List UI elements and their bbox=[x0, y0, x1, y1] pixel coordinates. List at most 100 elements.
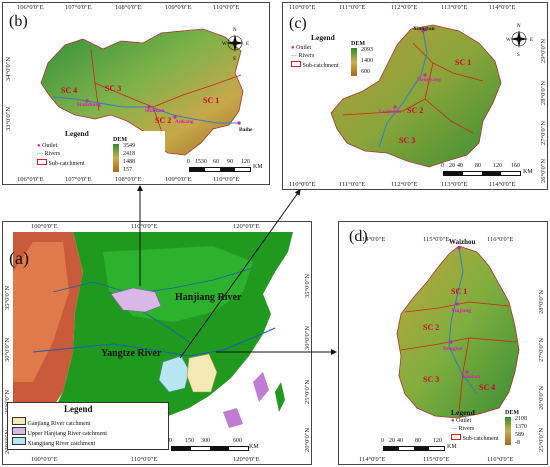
b-site-ankang: Ankang bbox=[175, 119, 194, 125]
c-compass-n: N bbox=[517, 24, 521, 29]
a-legend: Legend Ganjiang River catchment Upper Ha… bbox=[7, 402, 169, 450]
d-sc2: SC 2 bbox=[423, 323, 439, 332]
b-catchment-shape bbox=[40, 28, 244, 156]
c-site-hengyang: Hengyang bbox=[417, 77, 441, 83]
b-lon-tick: 110°0'0"E bbox=[213, 4, 240, 11]
b-compass-s: S bbox=[233, 57, 236, 62]
b-catchment-svg: SC 4 SC 3 SC 1 SC 2 Hanzhong Shiquan Ank… bbox=[40, 28, 253, 156]
panel-d-label: (d) bbox=[349, 228, 368, 245]
panel-c-label: (c) bbox=[289, 15, 307, 32]
c-lon-tick: 113°0'0"E bbox=[441, 181, 468, 188]
c-lon-tick: 113°0'0"E bbox=[441, 4, 468, 11]
d-dem-value: -8 bbox=[515, 440, 520, 446]
a-lat-tick: 35°0'0"N bbox=[4, 285, 11, 310]
d-dem-value: 1370 bbox=[515, 424, 527, 430]
c-sc3: SC 3 bbox=[399, 136, 415, 145]
a-lon-tick: 120°0'0"E bbox=[233, 456, 260, 463]
d-lon-tick: 114°0'0"E bbox=[359, 236, 386, 243]
c-lon-tick: 111°0'0"E bbox=[339, 4, 366, 11]
b-legend-sub: Sub-catchment bbox=[37, 159, 85, 167]
panel-a-label: (a) bbox=[9, 248, 29, 268]
c-dem-value: 600 bbox=[361, 69, 370, 75]
a-legend-xiangjiang: Xiangjiang River catchment bbox=[12, 437, 95, 447]
c-lon-tick: 112°0'0"E bbox=[391, 181, 418, 188]
c-compass bbox=[510, 30, 528, 48]
b-lon-tick: 108°0'0"E bbox=[115, 4, 142, 11]
c-legend-title: Legend bbox=[311, 33, 335, 42]
b-dem-ramp bbox=[113, 144, 119, 172]
a-lat-tick: 30°0'0"N bbox=[304, 325, 311, 350]
b-legend-outlet: ● Outlet bbox=[37, 143, 58, 149]
d-lon-tick: 115°0'0"E bbox=[423, 456, 450, 463]
a-lat-tick: 30°0'0"N bbox=[4, 337, 11, 362]
c-dem-value: 1400 bbox=[361, 58, 373, 64]
d-dem-value: 589 bbox=[515, 432, 524, 438]
b-site-shiquan: Shiquan bbox=[145, 108, 165, 114]
c-lon-tick: 110°0'0"E bbox=[289, 181, 316, 188]
a-lon-tick: 120°0'0"E bbox=[233, 223, 260, 230]
d-sc3: SC 3 bbox=[423, 375, 439, 384]
c-legend-sub: Sub-catchment bbox=[291, 61, 339, 69]
b-lon-tick: 107°0'0"E bbox=[65, 4, 92, 11]
a-legend-hanjiang: Upper Hanjiang River catchment bbox=[12, 427, 107, 437]
b-dem-value: 1488 bbox=[123, 159, 135, 165]
c-dem-ramp bbox=[351, 48, 357, 76]
a-legend-ganjiang: Ganjiang River catchment bbox=[12, 417, 90, 427]
c-site-xiangtan: Xiangtan bbox=[413, 26, 435, 32]
b-dem-value: 3549 bbox=[123, 143, 135, 149]
d-dem-value: 2108 bbox=[515, 416, 527, 422]
d-legend: Legend ● Outlet — Rivers Sub-catchment D… bbox=[449, 408, 535, 452]
c-lon-tick: 111°0'0"E bbox=[339, 181, 366, 188]
b-sc4: SC 4 bbox=[61, 86, 77, 95]
b-dem-value: 157 bbox=[123, 167, 132, 173]
a-legend-title: Legend bbox=[64, 404, 93, 414]
d-dem-ramp bbox=[505, 417, 511, 445]
b-river bbox=[52, 96, 241, 124]
d-legend-rivers: — Rivers bbox=[451, 426, 475, 432]
d-site-xiashan: Xiashan bbox=[461, 374, 480, 380]
d-catchment-svg: SC 1 SC 2 SC 3 SC 4 Waizhou Xiajiang Don… bbox=[396, 238, 520, 419]
b-lon-tick: 109°0'0"E bbox=[165, 4, 192, 11]
b-dem-title: DEM bbox=[113, 137, 127, 143]
d-legend-sub: Sub-catchment bbox=[451, 434, 499, 442]
a-yangtze-label: Yangtze River bbox=[101, 348, 162, 359]
panel-b-label: (b) bbox=[9, 13, 28, 30]
b-lon-tick: 106°0'0"E bbox=[17, 4, 44, 11]
c-lon-tick: 114°0'0"E bbox=[489, 181, 516, 188]
b-lon-tick: 107°0'0"E bbox=[65, 176, 92, 183]
b-site-hanzhong: Hanzhong bbox=[77, 102, 101, 108]
b-dem-value: 2418 bbox=[123, 151, 135, 157]
a-lat-tick: 35°0'0"N bbox=[304, 273, 311, 298]
d-legend-title: Legend bbox=[451, 408, 475, 417]
panel-a-overview-map: 100°0'0"E 110°0'0"E 120°0'0"E 100°0'0"E … bbox=[2, 221, 312, 465]
c-lon-tick: 114°0'0"E bbox=[489, 4, 516, 11]
a-lat-tick: 20°0'0"N bbox=[304, 427, 311, 452]
c-legend-rivers: — Rivers bbox=[291, 53, 315, 59]
panel-c-xiangjiang-map: (c) 110°0'0"E 111°0'0"E 112°0'0"E 113°0'… bbox=[282, 2, 548, 190]
b-legend: Legend ● Outlet — Rivers Sub-catchment D… bbox=[35, 129, 165, 173]
c-dem-title: DEM bbox=[351, 41, 365, 47]
b-subcatchment-line bbox=[94, 82, 164, 136]
a-hanjiang-label: Hanjiang River bbox=[175, 292, 242, 303]
a-lat-tick: 25°0'0"N bbox=[304, 379, 311, 404]
b-compass-w: W bbox=[222, 42, 227, 47]
c-catchment-svg: SC 1 SC 2 SC 3 Xiangtan Hengyang Lushuia… bbox=[330, 24, 533, 168]
d-site-dongbei: Dongbei bbox=[443, 346, 463, 352]
b-legend-title: Legend bbox=[65, 129, 89, 138]
b-lon-tick: 110°0'0"E bbox=[213, 176, 240, 183]
b-compass bbox=[226, 34, 244, 52]
d-sc4: SC 4 bbox=[479, 383, 495, 392]
c-sc2: SC 2 bbox=[407, 106, 423, 115]
b-site-baihe: Baihe bbox=[239, 127, 253, 133]
d-lon-tick: 116°0'0"E bbox=[487, 236, 514, 243]
b-lon-tick: 109°0'0"E bbox=[165, 176, 192, 183]
b-lon-tick: 106°0'0"E bbox=[17, 176, 44, 183]
c-compass-w: W bbox=[506, 38, 511, 43]
d-lon-tick: 116°0'0"E bbox=[487, 456, 514, 463]
d-site-xiajiang: Xiajiang bbox=[451, 308, 471, 314]
b-sc3: SC 3 bbox=[105, 84, 121, 93]
b-sc1: SC 1 bbox=[203, 96, 219, 105]
a-lon-tick: 110°0'0"E bbox=[131, 223, 158, 230]
b-sc2: SC 2 bbox=[155, 116, 171, 125]
d-catchment-shape bbox=[396, 245, 520, 419]
